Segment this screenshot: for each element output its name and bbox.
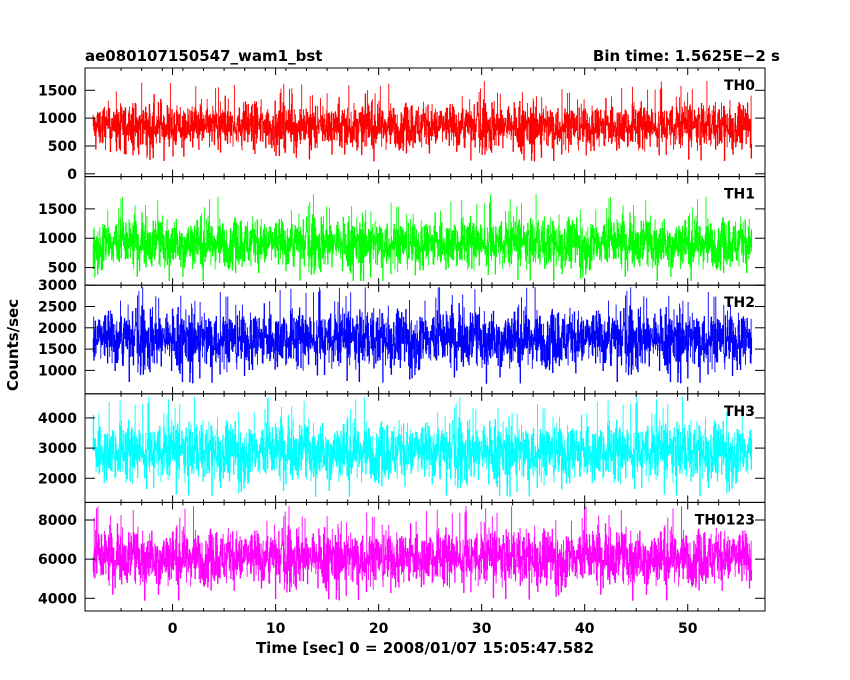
panel-th2: 1000 1500 2000 2500 3000 TH2 xyxy=(38,278,766,395)
series-th0-line xyxy=(92,81,753,162)
panel-th1: 500 1000 1500 TH1 xyxy=(38,176,766,286)
y-tick-label: 0 xyxy=(67,167,77,183)
y-tick-label: 3000 xyxy=(38,441,77,457)
y-tick-label: 4000 xyxy=(38,411,77,427)
x-tick-label: 0 xyxy=(168,621,178,637)
series-th1-line xyxy=(92,193,753,281)
x-axis-label: Time [sec] 0 = 2008/01/07 15:05:47.582 xyxy=(256,639,594,657)
y-tick-label: 6000 xyxy=(38,552,77,568)
y-tick-label: 3000 xyxy=(38,278,77,294)
y-tick-label: 4000 xyxy=(38,591,77,607)
x-tick-label: 40 xyxy=(575,621,595,637)
series-th0123-line xyxy=(92,506,753,601)
series-th2-line xyxy=(92,287,753,384)
x-tick-label: 50 xyxy=(678,621,698,637)
panel-th3: 2000 3000 4000 TH3 xyxy=(38,393,766,503)
y-tick-label: 500 xyxy=(48,261,77,277)
x-tick-label: 30 xyxy=(472,621,492,637)
y-tick-label: 500 xyxy=(48,139,77,155)
y-tick-label: 1500 xyxy=(38,83,77,99)
panel-th0123: 4000 6000 8000 TH0123 xyxy=(38,501,766,612)
series-th3-line xyxy=(92,396,753,497)
panel-label: TH3 xyxy=(724,404,755,420)
panel-label: TH2 xyxy=(724,295,755,311)
y-tick-label: 1000 xyxy=(38,111,77,127)
y-axis-label: Counts/sec xyxy=(4,299,22,391)
panel-label: TH1 xyxy=(724,187,755,203)
panel-label: TH0123 xyxy=(695,512,755,528)
figure-title-right: Bin time: 1.5625E−2 s xyxy=(593,47,780,65)
x-tick-label: 10 xyxy=(266,621,286,637)
x-tick-label: 20 xyxy=(369,621,389,637)
y-tick-label: 2000 xyxy=(38,471,77,487)
y-tick-label: 2000 xyxy=(38,321,77,337)
y-tick-label: 1500 xyxy=(38,202,77,218)
y-tick-label: 1000 xyxy=(38,231,77,247)
y-tick-label: 8000 xyxy=(38,513,77,529)
y-tick-label: 1000 xyxy=(38,363,77,379)
panel-frame xyxy=(84,501,766,612)
panel-th0: 0 500 1000 1500 TH0 xyxy=(38,67,766,183)
y-tick-label: 2500 xyxy=(38,299,77,315)
y-tick-label: 1500 xyxy=(38,342,77,358)
figure-title-left: ae080107150547_wam1_bst xyxy=(85,47,322,65)
panel-label: TH0 xyxy=(724,78,755,94)
